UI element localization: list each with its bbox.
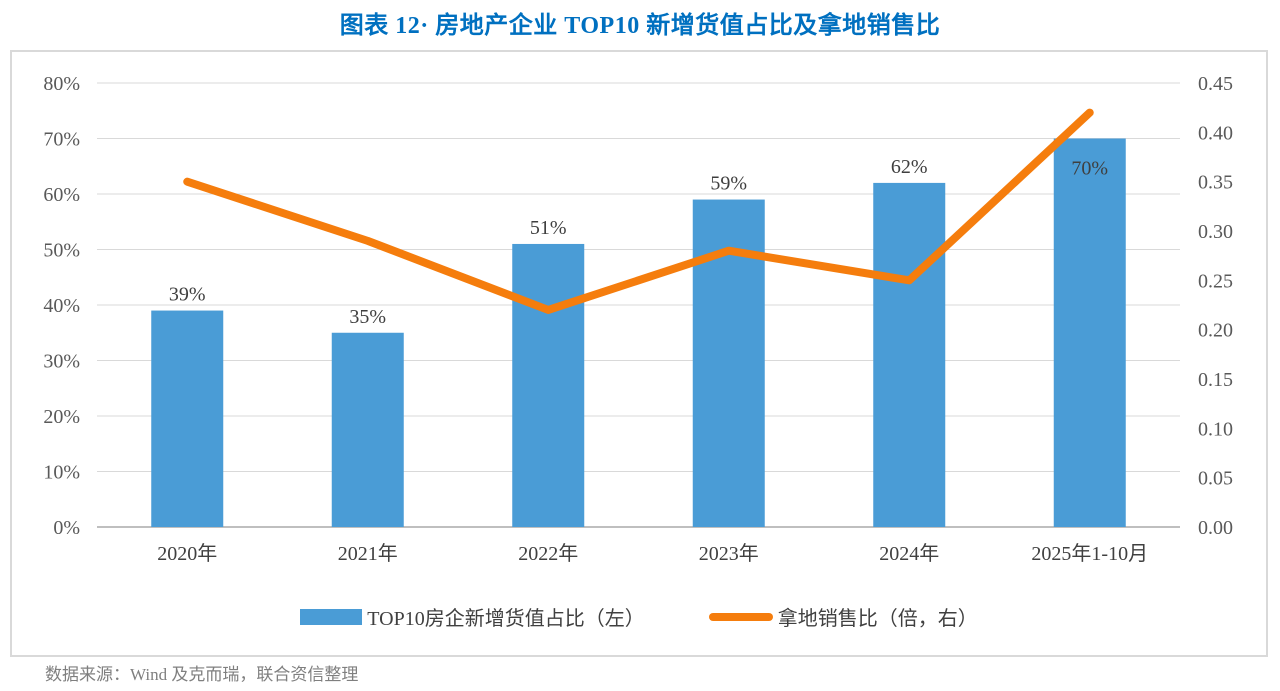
right-axis-tick: 0.05 bbox=[1198, 468, 1233, 490]
right-axis-tick: 0.20 bbox=[1198, 320, 1233, 342]
bar-data-label: 35% bbox=[349, 306, 386, 328]
left-axis-tick: 60% bbox=[43, 184, 80, 206]
x-axis-label: 2024年 bbox=[879, 542, 939, 565]
bar-2021年 bbox=[331, 332, 404, 527]
left-axis-tick: 10% bbox=[43, 462, 80, 484]
legend-label-line: 拿地销售比（倍，右） bbox=[777, 608, 978, 630]
bar-data-label: 62% bbox=[891, 156, 928, 178]
bar-data-label: 51% bbox=[530, 217, 567, 239]
x-axis-label: 2023年 bbox=[699, 542, 759, 565]
left-axis-tick: 80% bbox=[43, 73, 80, 95]
x-axis-label: 2020年 bbox=[157, 542, 217, 565]
left-axis-tick: 70% bbox=[43, 129, 80, 151]
page-title: 图表 12· 房地产企业 TOP10 新增货值占比及拿地销售比 bbox=[339, 13, 941, 39]
chart-svg: 0% 10% 20% 30% 40% 50% 60% 70% 80% 0.00 0.05 0.10 0.… bbox=[43, 73, 1233, 565]
right-axis-tick: 0.30 bbox=[1198, 221, 1233, 243]
bar-data-label: 59% bbox=[710, 173, 747, 195]
right-axis-tick: 0.40 bbox=[1198, 122, 1233, 144]
line-series bbox=[183, 108, 1094, 314]
right-axis-tick: 0.35 bbox=[1198, 172, 1233, 194]
legend-item-line-series: 拿地销售比（倍，右） bbox=[708, 602, 978, 631]
right-axis-tick: 0.25 bbox=[1198, 270, 1233, 292]
right-axis-tick: 0.15 bbox=[1198, 369, 1233, 391]
bar-2024年 bbox=[873, 182, 946, 527]
line-series-swatch-icon bbox=[708, 612, 773, 621]
chart-legend: TOP10房企新增货值占比（左） 拿地销售比（倍，右） bbox=[12, 602, 1266, 631]
bar-2020年 bbox=[151, 310, 224, 527]
left-axis-tick: 30% bbox=[43, 351, 80, 373]
x-axis-label: 2022年 bbox=[518, 542, 578, 565]
right-axis-tick: 0.45 bbox=[1198, 73, 1233, 95]
chart-container: 0% 10% 20% 30% 40% 50% 60% 70% 80% 0.00 0.05 0.10 0.… bbox=[10, 50, 1268, 657]
left-axis-tick: 0% bbox=[53, 517, 80, 539]
bar-data-label: 70% bbox=[1071, 158, 1108, 180]
legend-label-bar: TOP10房企新增货值占比（左） bbox=[367, 608, 645, 630]
left-axis-tick: 40% bbox=[43, 295, 80, 317]
x-axis-label: 2025年1-10月 bbox=[1031, 542, 1148, 565]
right-axis-tick: 0.10 bbox=[1198, 418, 1233, 440]
left-axis-tick: 20% bbox=[43, 406, 80, 428]
data-source-note: 数据来源：Wind 及克而瑞，联合资信整理 bbox=[45, 665, 359, 684]
left-axis-tick: 50% bbox=[43, 240, 80, 262]
bar-2022年 bbox=[512, 243, 585, 527]
x-axis-label: 2021年 bbox=[338, 542, 398, 565]
bar-data-label: 39% bbox=[169, 284, 206, 306]
right-axis-tick: 0.00 bbox=[1198, 517, 1233, 539]
legend-item-bar-series: TOP10房企新增货值占比（左） bbox=[300, 602, 645, 631]
bar-series-swatch-icon bbox=[300, 608, 363, 625]
bar-2025年1-10月 bbox=[1053, 138, 1126, 527]
